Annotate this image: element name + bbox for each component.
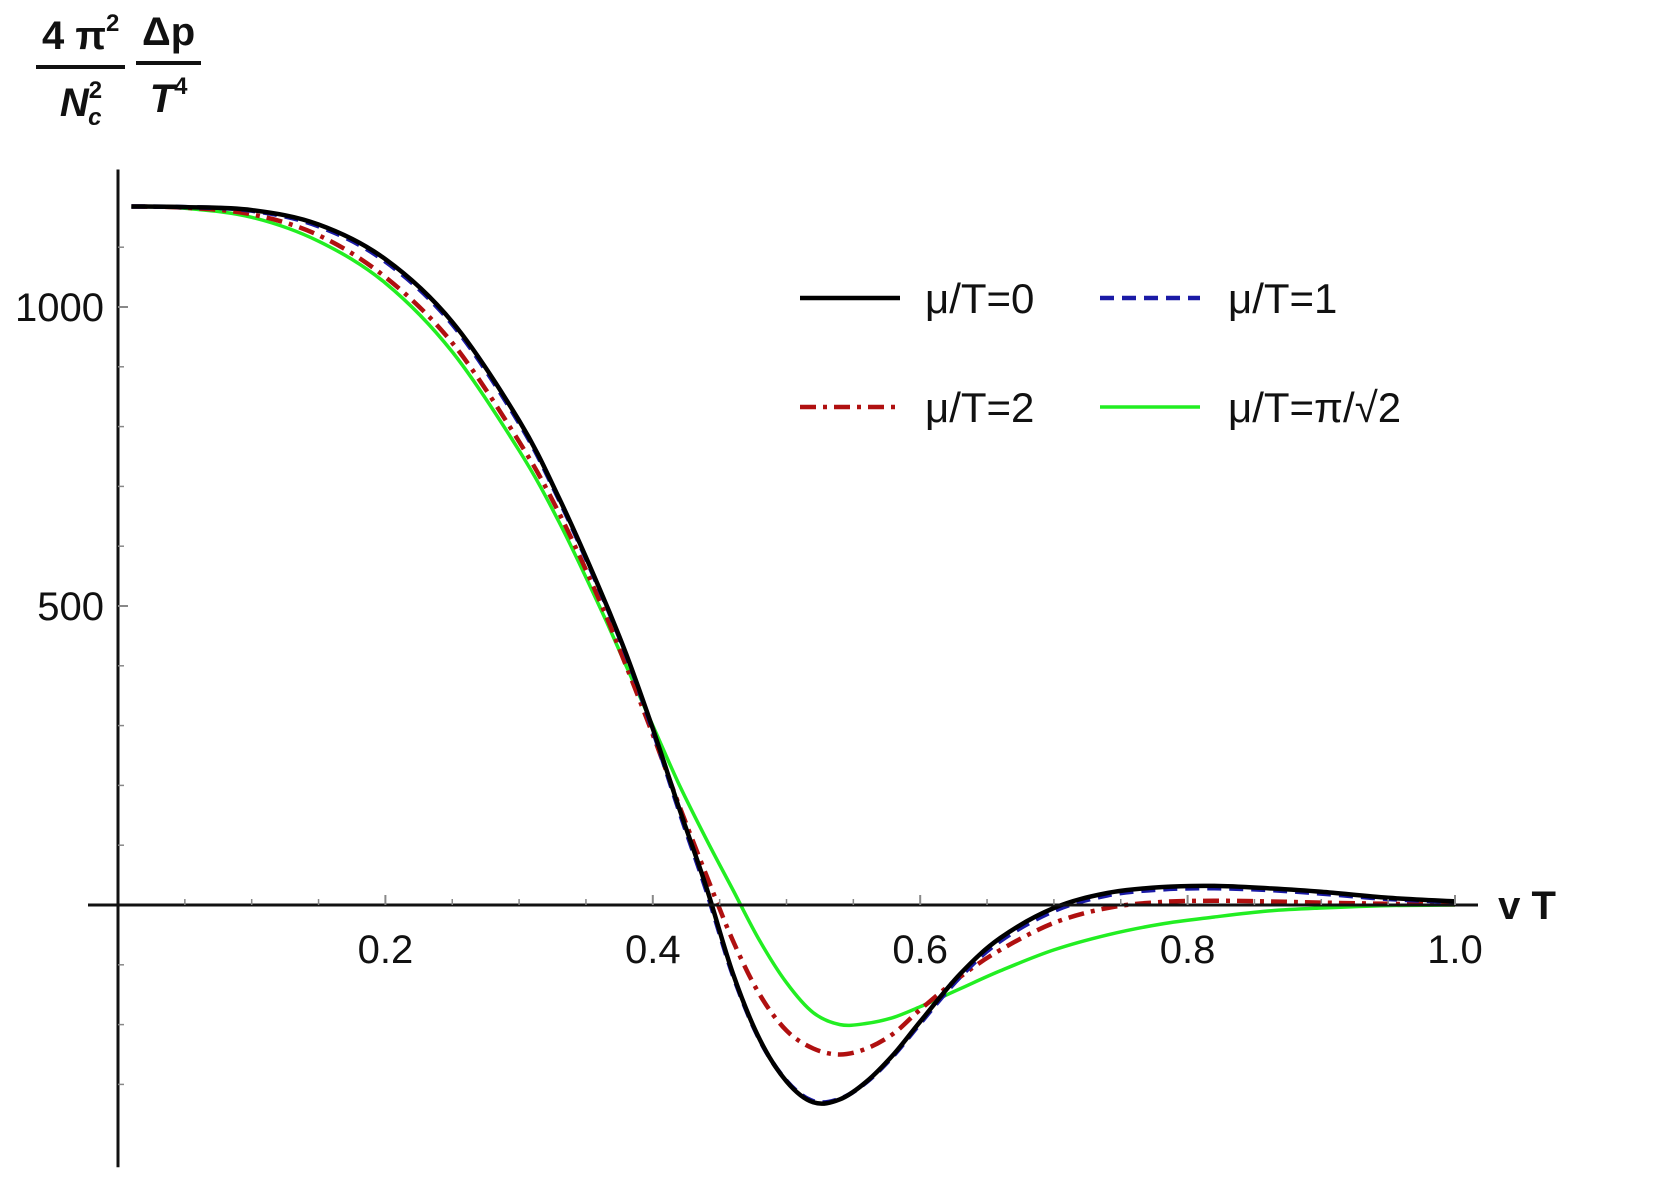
y-axis-label: 4 π2 N2c Δp T4 (36, 10, 236, 145)
legend-label-3: μ/T=π/√2 (1228, 384, 1401, 431)
series-line-2 (131, 204, 1456, 1057)
y-label-num-delta: Δp (136, 10, 202, 65)
legend: μ/T=0 μ/T=1 μ/T=2 μ/T=π/√2 (800, 275, 1401, 431)
legend-label-1: μ/T=1 (1228, 275, 1337, 322)
x-tick-label: 0.4 (625, 928, 681, 972)
x-tick-label: 0.8 (1160, 928, 1216, 972)
y-label-num-prefix: 4 π (42, 14, 106, 58)
legend-label-0: μ/T=0 (925, 275, 1034, 322)
plot-marks (131, 204, 1456, 1106)
y-label-den-symbol: N (59, 81, 89, 125)
y-tick-label: 1000 (15, 286, 104, 330)
x-tick-label: 0.2 (358, 928, 414, 972)
y-label-den-t: T (149, 77, 175, 121)
axes: 0.2 0.4 0.6 0.8 1.0 500 1000 v T (15, 169, 1556, 1168)
series-line-0 (131, 204, 1456, 1106)
y-label-den-sub: c (88, 104, 102, 131)
legend-label-2: μ/T=2 (925, 384, 1034, 431)
series-line-1 (131, 204, 1456, 1105)
y-label-num-exp: 2 (105, 10, 120, 37)
x-axis-label: v T (1498, 884, 1556, 928)
y-label-den-exp: 2 (88, 77, 103, 104)
y-label-den-t-exp: 4 (174, 73, 188, 100)
x-tick-label: 1.0 (1427, 928, 1483, 972)
x-tick-label: 0.6 (892, 928, 948, 972)
series-line-3 (131, 204, 1456, 1028)
y-tick-label: 500 (37, 585, 104, 629)
